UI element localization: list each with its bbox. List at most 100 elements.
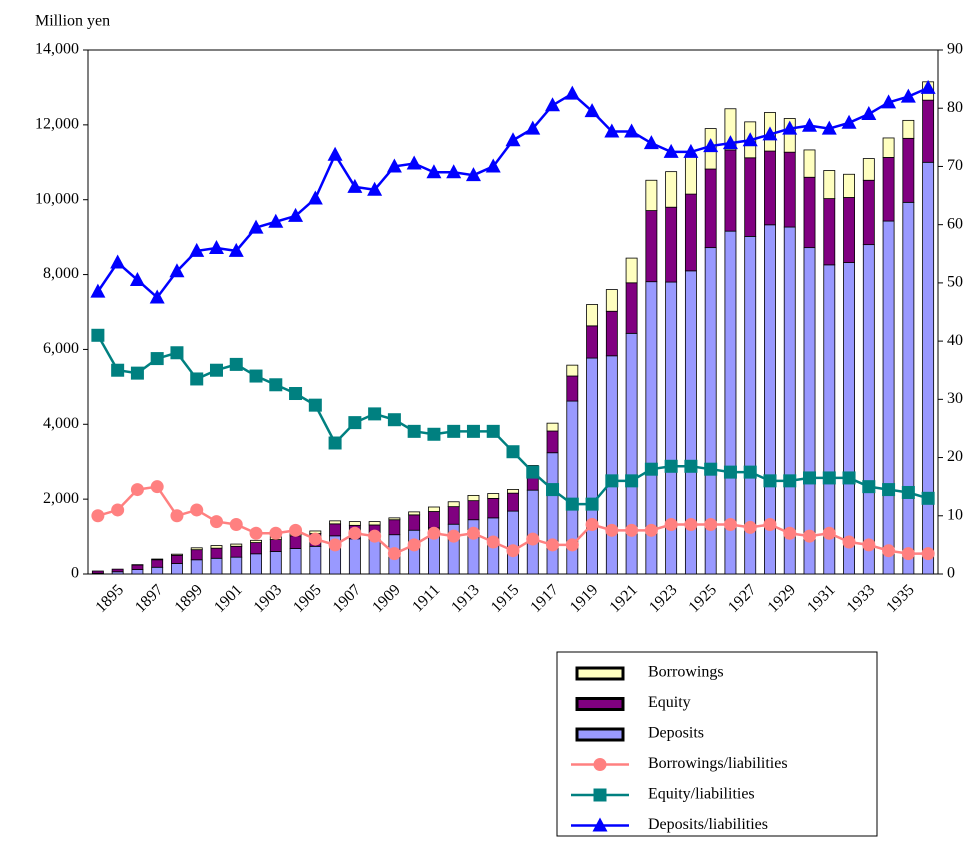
x-tick-label: 1933 <box>844 581 879 616</box>
bar <box>745 158 756 237</box>
x-tick-label: 1927 <box>725 581 760 616</box>
marker <box>289 387 302 400</box>
bar <box>863 159 874 181</box>
marker <box>862 538 875 551</box>
marker <box>170 509 183 522</box>
bar <box>152 567 163 574</box>
marker <box>447 425 460 438</box>
marker <box>644 135 659 149</box>
y2-tick-label: 40 <box>947 332 963 349</box>
marker <box>744 466 757 479</box>
y-tick-label: 12,000 <box>35 116 79 133</box>
x-tick-label: 1915 <box>488 581 523 616</box>
marker <box>922 547 935 560</box>
bar <box>171 564 182 574</box>
marker <box>190 503 203 516</box>
marker <box>594 758 607 771</box>
marker <box>427 428 440 441</box>
bar <box>626 333 637 574</box>
marker <box>348 416 361 429</box>
bar <box>547 423 558 431</box>
x-tick-label: 1917 <box>527 581 562 616</box>
marker <box>269 527 282 540</box>
marker <box>467 527 480 540</box>
y2-tick-label: 10 <box>947 506 963 523</box>
marker <box>546 538 559 551</box>
bar <box>804 177 815 247</box>
bar <box>468 495 479 500</box>
bar <box>428 507 439 511</box>
marker <box>151 352 164 365</box>
bar <box>863 245 874 574</box>
bar <box>903 120 914 138</box>
x-tick-label: 1913 <box>448 581 483 616</box>
legend-swatch <box>577 729 623 740</box>
bar <box>507 489 518 493</box>
bar <box>270 540 281 552</box>
x-tick-label: 1925 <box>685 581 720 616</box>
y2-tick-label: 50 <box>947 274 963 291</box>
bar <box>409 530 420 574</box>
bar <box>290 536 301 549</box>
bar <box>764 151 775 225</box>
marker <box>526 533 539 546</box>
marker <box>289 524 302 537</box>
marker <box>665 518 678 531</box>
marker <box>190 372 203 385</box>
marker <box>594 789 607 802</box>
marker <box>684 460 697 473</box>
bar <box>330 521 341 524</box>
marker <box>467 425 480 438</box>
marker <box>605 474 618 487</box>
bar <box>389 518 400 520</box>
bar <box>626 283 637 334</box>
marker <box>744 521 757 534</box>
bar <box>211 546 222 549</box>
marker <box>170 346 183 359</box>
bar <box>587 305 598 326</box>
bar <box>191 560 202 574</box>
bar <box>567 376 578 401</box>
legend-label: Borrowings <box>648 664 724 681</box>
bar <box>587 358 598 574</box>
bar <box>488 498 499 517</box>
marker <box>329 437 342 450</box>
marker <box>684 518 697 531</box>
marker <box>724 466 737 479</box>
legend-label: Deposits <box>648 725 704 742</box>
marker <box>566 538 579 551</box>
marker <box>230 518 243 531</box>
marker <box>348 527 361 540</box>
bar <box>270 552 281 574</box>
marker <box>902 486 915 499</box>
marker <box>131 367 144 380</box>
marker <box>783 527 796 540</box>
bar <box>646 211 657 282</box>
marker <box>802 118 817 132</box>
bar <box>389 520 400 535</box>
bar <box>369 522 380 525</box>
marker <box>545 97 560 111</box>
marker <box>347 179 362 193</box>
x-tick-label: 1897 <box>132 581 167 616</box>
bar <box>883 138 894 157</box>
marker <box>882 544 895 557</box>
bar <box>587 326 598 358</box>
bar <box>903 138 914 202</box>
bar <box>804 150 815 177</box>
marker <box>763 474 776 487</box>
y2-tick-label: 70 <box>947 157 963 174</box>
marker <box>645 463 658 476</box>
marker <box>843 535 856 548</box>
bar <box>666 172 677 208</box>
bar <box>507 493 518 511</box>
marker <box>507 544 520 557</box>
marker <box>111 503 124 516</box>
bar <box>547 453 558 574</box>
marker <box>250 370 263 383</box>
marker <box>329 538 342 551</box>
y-tick-label: 8,000 <box>43 265 79 282</box>
bar <box>824 199 835 265</box>
marker <box>546 483 559 496</box>
